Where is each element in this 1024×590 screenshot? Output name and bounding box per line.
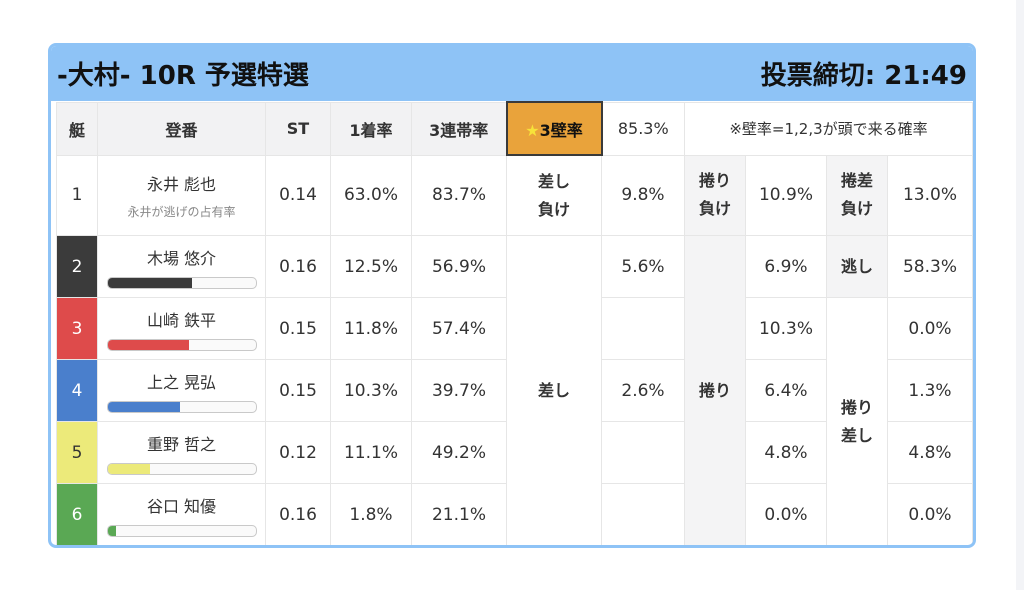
makuri-value: 0.0% bbox=[745, 483, 827, 545]
top3-rate-value: 21.1% bbox=[411, 483, 507, 545]
top3-rate-value: 83.7% bbox=[411, 154, 507, 236]
rate-bar bbox=[106, 338, 257, 351]
makurisashi-make-value: 13.0% bbox=[887, 154, 973, 236]
boat-number: 2 bbox=[56, 235, 98, 298]
racer-name: 谷口 知優 bbox=[146, 496, 217, 516]
vote-deadline: 投票締切: 21:49 bbox=[760, 61, 967, 91]
sashi-label: 差し bbox=[506, 235, 602, 545]
racer-name: 上之 晃弘 bbox=[146, 372, 217, 392]
wall-rate-label: 3壁率 bbox=[539, 120, 583, 140]
race-table: 艇 登番 ST 1着率 3連帯率 ★3壁率 85.3% ※壁率=1,2,3が頭で… bbox=[56, 101, 973, 545]
sashi-value: 5.6% bbox=[601, 235, 685, 298]
win-rate-value: 10.3% bbox=[330, 359, 412, 422]
star-icon: ★ bbox=[525, 120, 540, 140]
table-row: 4 上之 晃弘 0.15 10.3% 39.7% 2.6% 6.4% 1.3% bbox=[56, 359, 973, 422]
wall-rate-value: 85.3% bbox=[601, 101, 685, 156]
makuri-value: 4.8% bbox=[745, 421, 827, 484]
rate-bar bbox=[106, 462, 257, 475]
rate-bar-fill bbox=[107, 463, 151, 474]
sashi-value-empty bbox=[601, 483, 685, 545]
sashi-value-empty bbox=[601, 421, 685, 484]
racer-cell: 木場 悠介 bbox=[97, 235, 266, 298]
col-win-rate: 1着率 bbox=[330, 101, 412, 156]
rate-bar bbox=[106, 400, 257, 413]
escape-share-label: 永井が逃げの占有率 bbox=[127, 204, 236, 219]
top3-rate-value: 39.7% bbox=[411, 359, 507, 422]
wall-rate-note: ※壁率=1,2,3が頭で来る確率 bbox=[684, 101, 973, 156]
racer-name: 永井 彪也 bbox=[146, 174, 217, 194]
makuri-value: 10.3% bbox=[745, 297, 827, 360]
boat-number: 4 bbox=[56, 359, 98, 422]
win-rate-value: 12.5% bbox=[330, 235, 412, 298]
racer-name: 山崎 鉄平 bbox=[146, 310, 217, 330]
racer-name: 重野 哲之 bbox=[146, 434, 217, 454]
nigashi-value: 58.3% bbox=[887, 235, 973, 298]
rate-bar bbox=[106, 276, 257, 289]
table-row: 1 永井 彪也 永井が逃げの占有率 0.14 63.0% 83.7% 差し 負け … bbox=[56, 154, 973, 236]
boat-number: 5 bbox=[56, 421, 98, 484]
racer-name: 木場 悠介 bbox=[146, 248, 217, 268]
win-rate-value: 63.0% bbox=[330, 154, 412, 236]
race-card: -大村- 10R 予選特選 投票締切: 21:49 艇 登番 ST 1着率 3連… bbox=[48, 43, 976, 548]
top3-rate-value: 57.4% bbox=[411, 297, 507, 360]
win-rate-value: 11.8% bbox=[330, 297, 412, 360]
header-row: 艇 登番 ST 1着率 3連帯率 ★3壁率 85.3% ※壁率=1,2,3が頭で… bbox=[56, 101, 973, 156]
st-value: 0.16 bbox=[265, 483, 331, 545]
col-wall-rate: ★3壁率 bbox=[505, 101, 603, 156]
st-value: 0.14 bbox=[265, 154, 331, 236]
table-row: 2 木場 悠介 0.16 12.5% 56.9% 差し 5.6% 捲り 6.9%… bbox=[56, 235, 973, 545]
col-st: ST bbox=[265, 101, 331, 156]
racer-cell: 永井 彪也 永井が逃げの占有率 bbox=[97, 154, 266, 236]
col-racer: 登番 bbox=[97, 101, 266, 156]
rate-bar-fill bbox=[107, 525, 117, 536]
racer-cell: 重野 哲之 bbox=[97, 421, 266, 484]
makuri-value: 6.4% bbox=[745, 359, 827, 422]
makuri-value: 6.9% bbox=[745, 235, 827, 298]
col-boat: 艇 bbox=[56, 101, 98, 156]
rate-bar bbox=[106, 524, 257, 537]
st-value: 0.15 bbox=[265, 359, 331, 422]
makurisashi-value: 1.3% bbox=[887, 359, 973, 422]
sashi-value: 2.6% bbox=[601, 359, 685, 422]
makuri-label: 捲り bbox=[684, 235, 746, 545]
sashi-make-value: 9.8% bbox=[601, 154, 685, 236]
win-rate-value: 1.8% bbox=[330, 483, 412, 545]
makurisashi-value: 0.0% bbox=[887, 297, 973, 360]
table-row: 5 重野 哲之 0.12 11.1% 49.2% 4.8% 4.8% bbox=[56, 421, 973, 484]
racer-cell: 山崎 鉄平 bbox=[97, 297, 266, 360]
table-row: 6 谷口 知優 0.16 1.8% 21.1% 0.0% 0.0% bbox=[56, 483, 973, 545]
makuri-make-label: 捲り 負け bbox=[684, 154, 746, 236]
st-value: 0.16 bbox=[265, 235, 331, 298]
racer-cell: 谷口 知優 bbox=[97, 483, 266, 545]
win-rate-value: 11.1% bbox=[330, 421, 412, 484]
boat-number: 6 bbox=[56, 483, 98, 545]
makurisashi-value: 4.8% bbox=[887, 421, 973, 484]
st-value: 0.12 bbox=[265, 421, 331, 484]
boat-number: 3 bbox=[56, 297, 98, 360]
rate-bar-fill bbox=[107, 339, 189, 350]
top3-rate-value: 56.9% bbox=[411, 235, 507, 298]
rate-bar-fill bbox=[107, 401, 181, 412]
race-title: -大村- 10R 予選特選 bbox=[57, 61, 309, 91]
st-value: 0.15 bbox=[265, 297, 331, 360]
makurisashi-value: 0.0% bbox=[887, 483, 973, 545]
sashi-make-label: 差し 負け bbox=[506, 154, 602, 236]
boat-number: 1 bbox=[56, 154, 98, 236]
sashi-value-empty bbox=[601, 297, 685, 360]
makuri-make-value: 10.9% bbox=[745, 154, 827, 236]
table-row: 3 山崎 鉄平 0.15 11.8% 57.4% 10.3% 捲り 差し 0.0% bbox=[56, 297, 973, 545]
makurisashi-make-label: 捲差 負け bbox=[826, 154, 888, 236]
makurisashi-label: 捲り 差し bbox=[826, 297, 888, 545]
top3-rate-value: 49.2% bbox=[411, 421, 507, 484]
racer-cell: 上之 晃弘 bbox=[97, 359, 266, 422]
race-header: -大村- 10R 予選特選 投票締切: 21:49 bbox=[51, 46, 973, 101]
col-top3-rate: 3連帯率 bbox=[411, 101, 507, 156]
rate-bar-fill bbox=[107, 277, 192, 288]
nigashi-label: 逃し bbox=[826, 235, 888, 298]
